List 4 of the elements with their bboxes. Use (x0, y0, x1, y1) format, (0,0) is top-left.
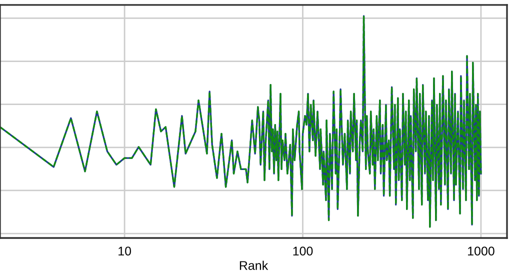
x-tick-label: 10 (118, 246, 132, 256)
x-tick-label: 1000 (468, 246, 494, 256)
x-tick-label: 100 (293, 246, 313, 256)
x-axis-title: Rank (240, 260, 268, 270)
